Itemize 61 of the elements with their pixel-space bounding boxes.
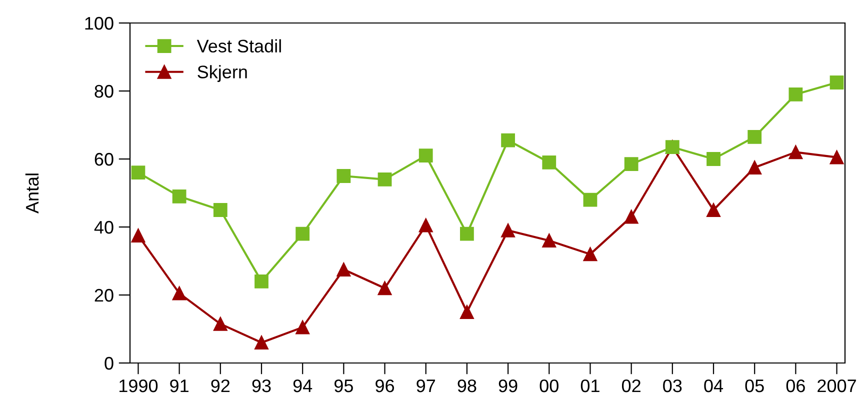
- point: [378, 172, 392, 186]
- x-tick-label: 02: [622, 379, 640, 392]
- x-tick-label: 01: [580, 379, 600, 392]
- point: [830, 150, 844, 164]
- y-axis-title: Antal: [25, 174, 39, 214]
- x-tick-label: 99: [498, 379, 518, 392]
- point: [788, 145, 803, 160]
- point: [418, 148, 433, 163]
- point: [213, 203, 228, 217]
- y-tick-label: 100: [85, 16, 114, 30]
- point: [296, 226, 310, 241]
- point: [583, 192, 598, 207]
- point: [172, 286, 186, 300]
- x-tick-label: 00: [540, 379, 558, 392]
- point: [336, 262, 351, 276]
- x-tick-label: 06: [786, 379, 805, 392]
- x-tick-label: 95: [334, 379, 353, 392]
- point: [706, 203, 720, 217]
- point: [788, 87, 803, 102]
- point: [460, 226, 474, 241]
- point: [336, 169, 351, 183]
- x-tick-label: 91: [170, 379, 188, 392]
- x-tick-label: 05: [745, 379, 764, 392]
- point: [460, 305, 474, 319]
- x-tick-label: 98: [458, 379, 476, 392]
- point: [748, 160, 762, 174]
- point: [418, 218, 433, 232]
- legend-label: Vest Stadil: [196, 39, 281, 53]
- point: [542, 155, 556, 170]
- point: [378, 281, 392, 296]
- point: [501, 133, 515, 148]
- y-tick-label: 0: [104, 356, 114, 370]
- x-tick-label: 96: [376, 379, 394, 392]
- y-tick-label: 80: [94, 84, 114, 98]
- x-tick-label: 92: [211, 379, 230, 392]
- point: [583, 247, 598, 262]
- x-tick-label: 03: [663, 379, 682, 392]
- point: [131, 166, 146, 180]
- point: [213, 316, 228, 331]
- point: [830, 76, 844, 90]
- point: [624, 157, 638, 172]
- y-tick-label: 40: [94, 220, 114, 234]
- point: [296, 320, 310, 334]
- point: [172, 189, 186, 204]
- y-tick-label: 20: [94, 288, 114, 302]
- x-tick-label: 2007: [818, 379, 856, 392]
- point: [501, 223, 515, 238]
- x-tick-label: 04: [704, 379, 724, 392]
- legend-label: Skjern: [198, 65, 247, 82]
- x-tick-label: 97: [416, 379, 435, 392]
- x-tick-label: 94: [293, 379, 312, 392]
- x-tick-label: 93: [252, 379, 271, 392]
- point: [254, 336, 268, 350]
- point: [131, 228, 146, 242]
- point: [254, 274, 268, 288]
- point: [624, 210, 638, 224]
- x-tick-label: 1990: [120, 379, 158, 392]
- point: [748, 130, 762, 144]
- point: [542, 234, 556, 248]
- point: [706, 152, 720, 166]
- y-tick-label: 60: [94, 152, 114, 166]
